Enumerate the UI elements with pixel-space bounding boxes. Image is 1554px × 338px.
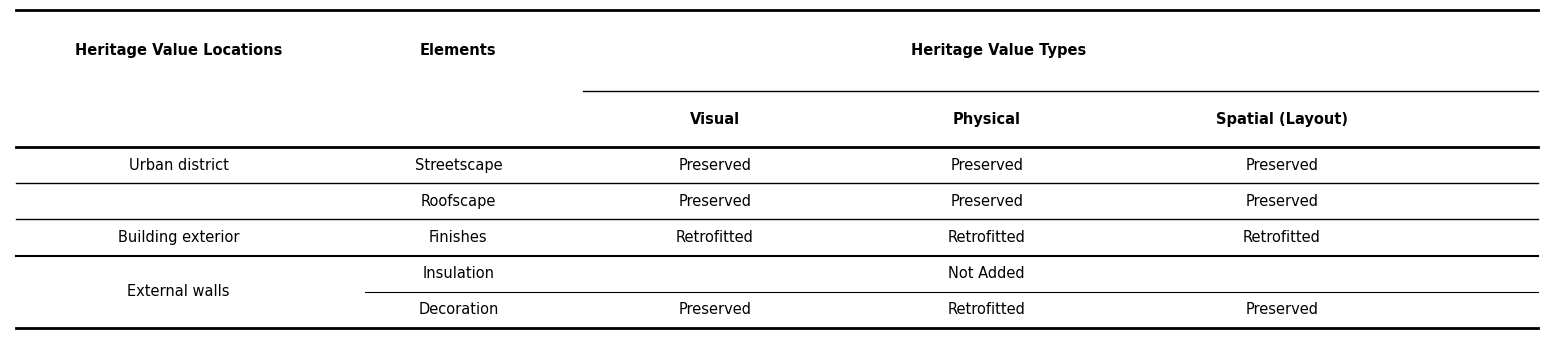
- Text: Heritage Value Locations: Heritage Value Locations: [75, 43, 283, 58]
- Text: Heritage Value Types: Heritage Value Types: [911, 43, 1086, 58]
- Text: Urban district: Urban district: [129, 158, 228, 173]
- Text: External walls: External walls: [127, 284, 230, 299]
- Text: Visual: Visual: [690, 112, 740, 127]
- Text: Retrofitted: Retrofitted: [948, 302, 1026, 317]
- Text: Retrofitted: Retrofitted: [1243, 230, 1321, 245]
- Text: Preserved: Preserved: [679, 302, 751, 317]
- Text: Preserved: Preserved: [1246, 302, 1318, 317]
- Text: Finishes: Finishes: [429, 230, 488, 245]
- Text: Insulation: Insulation: [423, 266, 494, 281]
- Text: Building exterior: Building exterior: [118, 230, 239, 245]
- Text: Preserved: Preserved: [951, 194, 1023, 209]
- Text: Preserved: Preserved: [1246, 158, 1318, 173]
- Text: Roofscape: Roofscape: [421, 194, 496, 209]
- Text: Physical: Physical: [953, 112, 1021, 127]
- Text: Streetscape: Streetscape: [415, 158, 502, 173]
- Text: Decoration: Decoration: [418, 302, 499, 317]
- Text: Preserved: Preserved: [1246, 194, 1318, 209]
- Text: Retrofitted: Retrofitted: [948, 230, 1026, 245]
- Text: Preserved: Preserved: [951, 158, 1023, 173]
- Text: Spatial (Layout): Spatial (Layout): [1217, 112, 1347, 127]
- Text: Preserved: Preserved: [679, 158, 751, 173]
- Text: Not Added: Not Added: [948, 266, 1026, 281]
- Text: Elements: Elements: [420, 43, 497, 58]
- Text: Retrofitted: Retrofitted: [676, 230, 754, 245]
- Text: Preserved: Preserved: [679, 194, 751, 209]
